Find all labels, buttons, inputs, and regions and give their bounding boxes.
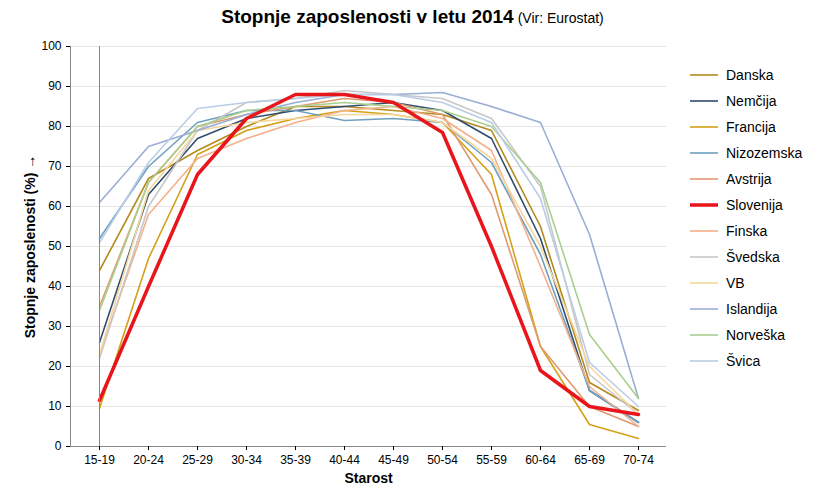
html-text:Nemčija: Nemčija: [726, 93, 777, 109]
svg-text:45-49: 45-49: [378, 453, 409, 467]
svg-text:80: 80: [48, 119, 62, 133]
svg-text:30-34: 30-34: [231, 453, 262, 467]
svg-text:55-59: 55-59: [476, 453, 507, 467]
svg-text:0: 0: [55, 439, 62, 453]
svg-text:70-74: 70-74: [623, 453, 654, 467]
html-text:Avstrija: Avstrija: [726, 171, 772, 187]
svg-text:15-19: 15-19: [84, 453, 115, 467]
svg-text:10: 10: [48, 399, 62, 413]
svg-text:50-54: 50-54: [427, 453, 458, 467]
svg-text:60-64: 60-64: [525, 453, 556, 467]
html-text:VB: VB: [726, 275, 745, 291]
svg-text:50: 50: [48, 239, 62, 253]
svg-text:60: 60: [48, 199, 62, 213]
html-text:Danska: Danska: [726, 67, 774, 83]
html-text:Slovenija: Slovenija: [726, 197, 783, 213]
html-text:Švica: Švica: [726, 353, 761, 369]
html-text:Norveška: Norveška: [726, 327, 786, 343]
svg-text:40: 40: [48, 279, 62, 293]
svg-text:Starost: Starost: [344, 470, 393, 486]
svg-text:70: 70: [48, 159, 62, 173]
svg-text:20-24: 20-24: [133, 453, 164, 467]
svg-text:Stopnje zaposlenosti (%) →: Stopnje zaposlenosti (%) →: [22, 155, 38, 339]
html-text:Finska: Finska: [726, 223, 768, 239]
svg-text:30: 30: [48, 319, 62, 333]
html-text:Stopnje zaposlenosti v letu 20: Stopnje zaposlenosti v letu 2014 (Vir: E…: [221, 6, 604, 27]
svg-text:25-29: 25-29: [182, 453, 213, 467]
html-text:Islandija: Islandija: [726, 301, 778, 317]
svg-text:35-39: 35-39: [280, 453, 311, 467]
svg-text:40-44: 40-44: [329, 453, 360, 467]
html-text:Francija: Francija: [726, 119, 776, 135]
svg-text:90: 90: [48, 79, 62, 93]
svg-text:20: 20: [48, 359, 62, 373]
html-text:Švedska: Švedska: [726, 249, 780, 265]
svg-text:65-69: 65-69: [574, 453, 605, 467]
html-text:Nizozemska: Nizozemska: [726, 145, 803, 161]
svg-text:100: 100: [41, 39, 61, 53]
